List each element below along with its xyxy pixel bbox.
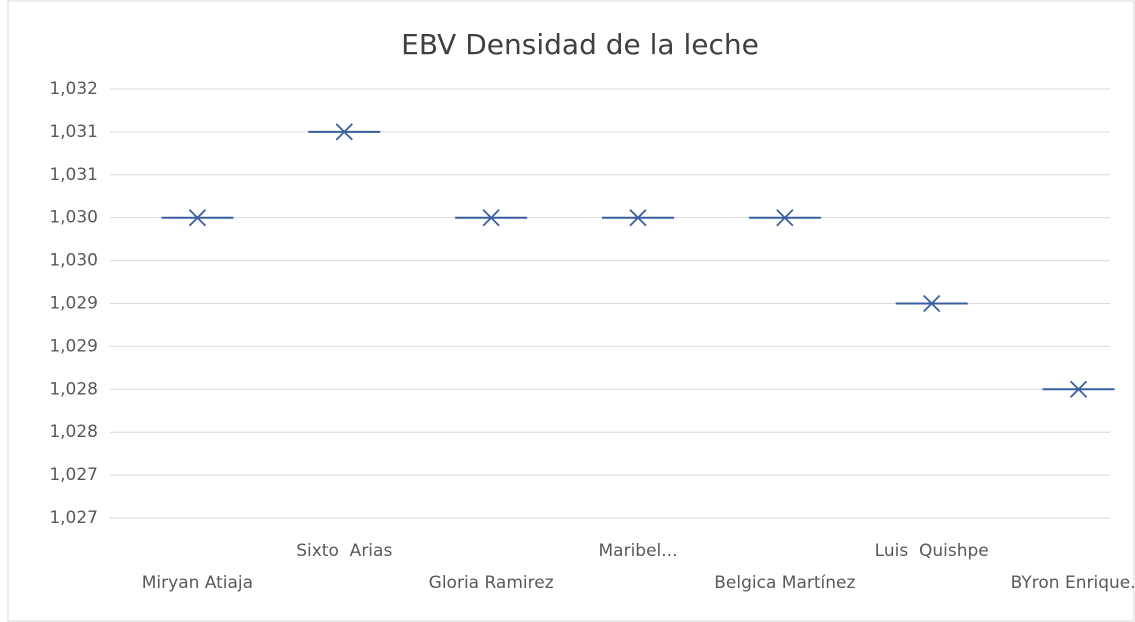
mean-marker [923, 294, 941, 313]
mean-marker [629, 209, 647, 227]
x-tick-label: Miryan Atiaja [142, 573, 253, 593]
x-tick-label: Gloria Ramirez [429, 573, 554, 593]
y-tick-label: 1,031 [49, 122, 98, 142]
mean-marker [335, 123, 353, 141]
chart-title: EBV Densidad de la leche [401, 28, 759, 61]
y-tick-label: 1,027 [49, 465, 98, 485]
y-tick-label: 1,029 [49, 336, 98, 356]
y-tick-label: 1,030 [49, 208, 98, 228]
x-tick-label: Luis Quishpe [875, 541, 989, 561]
x-tick-label: Sixto Arias [296, 541, 392, 561]
mean-marker [776, 209, 794, 227]
y-tick-label: 1,027 [49, 508, 98, 528]
y-tick-label: 1,028 [49, 422, 98, 442]
y-tick-label: 1,030 [49, 251, 98, 271]
y-tick-label: 1,028 [49, 379, 98, 399]
y-tick-label: 1,032 [49, 79, 98, 99]
chart-border [7, 0, 1135, 622]
mean-marker [188, 209, 207, 227]
y-tick-label: 1,031 [49, 165, 98, 185]
mean-marker [1069, 380, 1088, 398]
x-tick-label: BYron Enrique... [1011, 573, 1135, 593]
y-tick-label: 1,029 [49, 294, 98, 314]
x-tick-label: Belgica Martínez [714, 573, 855, 593]
x-tick-label: Maribel... [599, 541, 678, 561]
mean-marker [482, 209, 500, 227]
